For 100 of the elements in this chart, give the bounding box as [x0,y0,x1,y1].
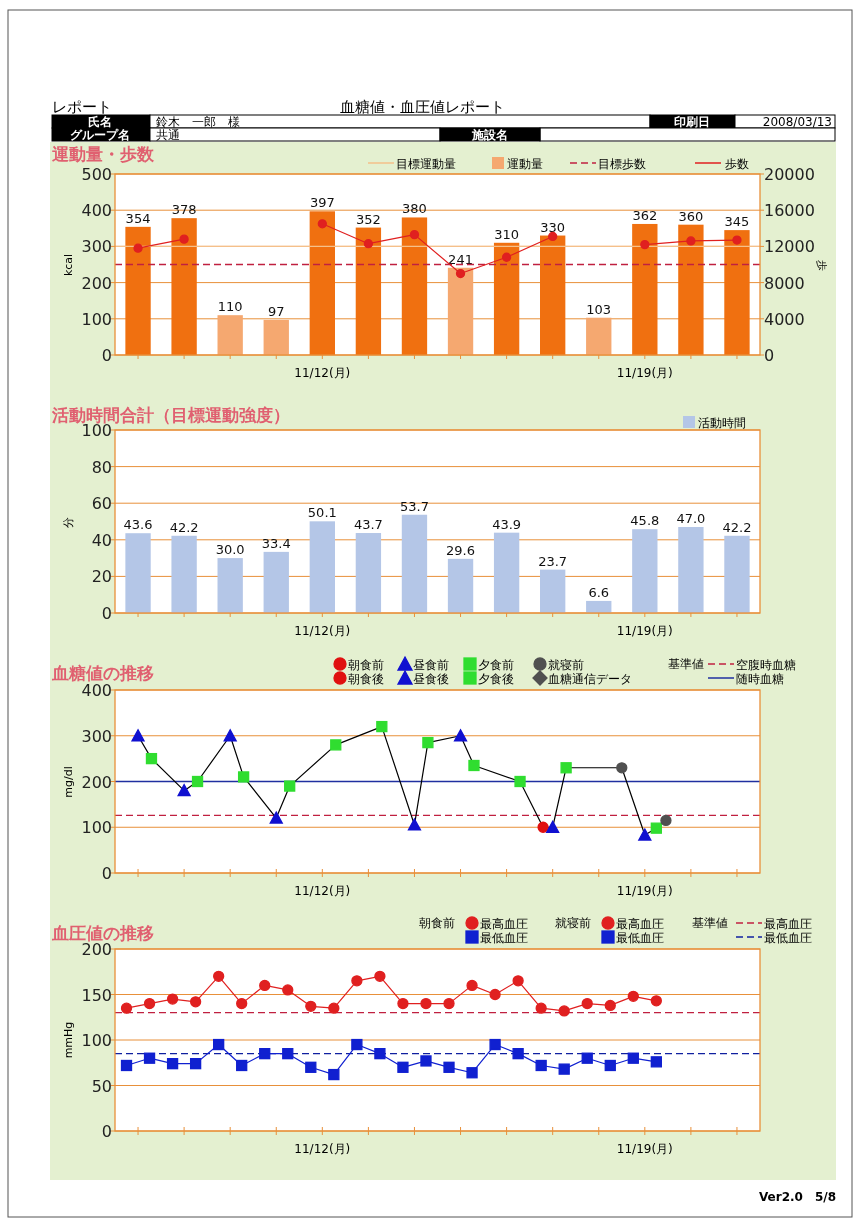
legend-label: 最高血圧 [616,917,664,931]
legend-label: 夕食前 [478,658,514,672]
legend-label: 最低血圧 [616,931,664,945]
y-tick-label: 200 [81,772,112,792]
text: レポート [52,98,112,116]
x-tick-label: 11/12(月) [294,884,351,898]
chart-title: 運動量・歩数 [51,144,155,164]
y2-tick-label: 0 [764,346,775,365]
y-tick-label: 150 [81,985,112,1005]
bar [401,217,428,355]
bar [724,535,750,613]
text: 基準値 [668,657,704,671]
point [732,235,742,245]
legend-label: 最低血圧 [480,931,528,945]
x-tick-label: 11/12(月) [294,366,351,380]
data-label: 110 [217,299,243,315]
data-label: 241 [448,251,473,267]
y-tick-label: 80 [91,457,112,477]
legend-label: 昼食後 [413,672,449,686]
y-tick-label: 40 [91,530,112,550]
x-tick-label: 11/19(月) [616,884,673,898]
text: 鈴木 一郎 様 [156,115,240,129]
y-tick-label: 0 [101,604,112,623]
data-label: 23.7 [538,553,568,569]
y2-tick-label: 8000 [764,273,805,293]
bar [724,230,750,355]
y-tick-label: 400 [81,681,112,700]
bar [263,319,289,355]
data-label: 310 [494,226,520,242]
bar [447,267,474,355]
data-label: 43.6 [123,517,153,533]
data-label: 33.4 [261,535,291,551]
bar [678,224,704,355]
legend-label: 運動量 [507,157,543,171]
data-label: 47.0 [676,510,706,526]
point [179,234,189,244]
point [133,243,143,253]
text: 施設名 [471,128,508,142]
legend-label: 活動時間 [698,416,746,430]
bar [678,526,704,613]
legend-label: 昼食前 [413,658,449,672]
data-label: 6.6 [588,584,610,600]
y-tick-label: 20 [91,567,112,587]
point [501,252,512,262]
y-tick-label: 50 [91,1076,112,1096]
bar [401,514,428,613]
legend-label: 目標歩数 [598,157,646,171]
text: 氏名 [88,115,112,129]
bar [632,223,658,355]
data-label: 354 [125,210,151,226]
legend-label: 最高血圧 [764,917,812,931]
x-tick-label: 11/19(月) [616,1142,673,1156]
point [409,229,420,240]
y2-tick-label: 12000 [764,237,815,257]
bar [586,317,612,355]
y-tick-label: 300 [81,726,112,746]
bar [217,558,243,613]
legend-label: 歩数 [725,157,749,171]
y2-axis-title: 歩 [815,259,828,271]
y-tick-label: 400 [81,201,112,221]
legend-label: 最高血圧 [480,917,528,931]
text: 2008/03/13 [762,115,832,129]
legend-label: 就寝前 [548,658,584,672]
text: 印刷日 [674,115,710,129]
data-label: 345 [724,214,750,230]
data-label: 42.2 [722,519,752,535]
bar [309,211,335,355]
legend: 活動時間 [683,416,746,430]
data-label: 43.9 [492,516,522,532]
point [640,239,650,250]
x-tick-label: 11/19(月) [616,624,673,638]
data-label: 29.6 [446,542,476,558]
y-tick-label: 100 [81,818,112,838]
bar [263,551,289,613]
y-axis-title: mg/dl [62,766,75,798]
data-label: 330 [540,219,566,235]
y-tick-label: 0 [101,1122,112,1141]
data-label: 360 [678,208,704,224]
data-label: 352 [355,211,381,227]
text: 血糖値・血圧値レポート [340,98,505,116]
bar [171,535,197,613]
text: 朝食前 [419,916,455,930]
y-tick-label: 500 [81,165,112,184]
x-tick-label: 11/19(月) [616,366,673,380]
data-label: 30.0 [215,542,245,558]
y-axis-title: kcal [62,253,75,277]
bar [493,532,520,613]
bar [632,529,658,613]
y2-tick-label: 4000 [764,309,805,329]
y2-tick-label: 20000 [764,165,815,184]
y-tick-label: 0 [101,864,112,883]
bar [355,533,382,613]
point [686,236,696,246]
y-tick-label: 100 [81,309,112,329]
chart-title: 血圧値の推移 [51,923,154,943]
text: 基準値 [692,916,728,930]
point [455,268,466,279]
bar [309,521,335,613]
bar [540,569,566,613]
data-label: 43.7 [353,517,383,533]
